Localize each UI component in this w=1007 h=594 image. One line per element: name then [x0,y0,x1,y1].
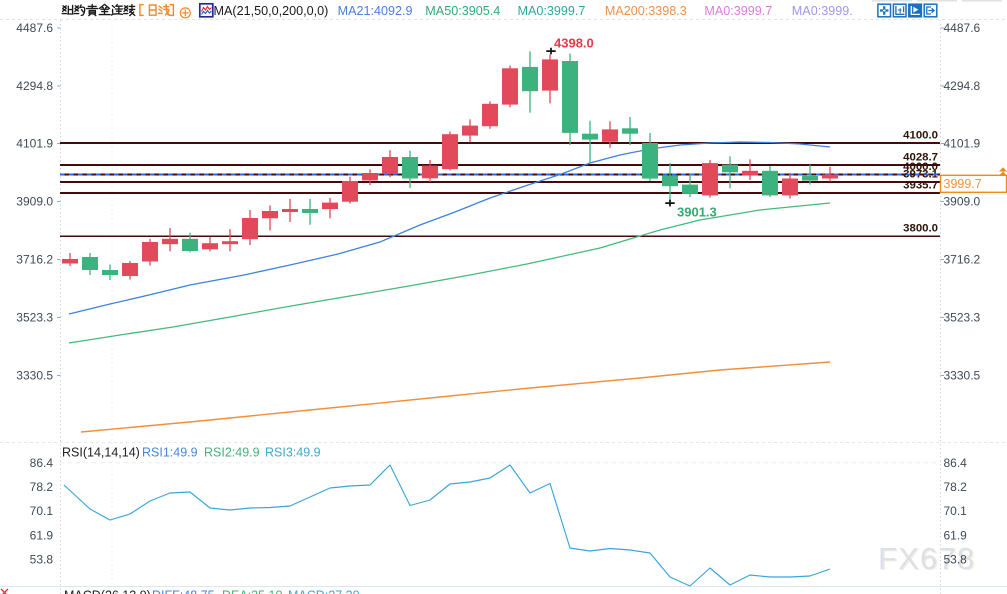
svg-text:53.8: 53.8 [944,553,968,567]
svg-text:3909.0: 3909.0 [16,195,53,209]
svg-text:3999.7: 3999.7 [944,177,982,191]
svg-text:61.9: 61.9 [944,529,968,543]
svg-text:70.1: 70.1 [30,504,54,518]
svg-text:MA0:3999.7: MA0:3999.7 [518,4,586,18]
svg-text:3800.0: 3800.0 [903,223,938,235]
svg-text:4294.8: 4294.8 [16,79,53,93]
svg-text:3330.5: 3330.5 [944,369,981,383]
svg-text:78.2: 78.2 [30,480,54,494]
svg-text:MA21:4092.9: MA21:4092.9 [338,4,413,18]
svg-text:4100.0: 4100.0 [903,129,938,141]
svg-text:MACD(26,12,9): MACD(26,12,9) [64,589,151,594]
svg-text:61.9: 61.9 [30,529,54,543]
svg-text:4000.0: 4000.0 [903,161,938,173]
svg-text:3716.2: 3716.2 [944,253,981,267]
svg-text:3901.3: 3901.3 [677,205,717,220]
svg-text:MA50:3905.4: MA50:3905.4 [425,4,500,18]
svg-text:78.2: 78.2 [944,480,968,494]
svg-text:MA0:3999.7: MA0:3999.7 [704,4,772,18]
svg-text:RSI2:49.9: RSI2:49.9 [204,446,260,460]
svg-text:70.1: 70.1 [944,504,968,518]
svg-text:86.4: 86.4 [30,456,54,470]
svg-text:3523.3: 3523.3 [16,311,53,325]
svg-text:FX678: FX678 [878,541,975,576]
svg-text:4398.0: 4398.0 [554,36,594,51]
svg-text:86.4: 86.4 [944,456,968,470]
svg-text:RSI1:49.9: RSI1:49.9 [142,446,198,460]
svg-text:RSI(14,14,14): RSI(14,14,14) [62,446,140,460]
svg-text:4294.8: 4294.8 [944,79,981,93]
svg-text:4101.9: 4101.9 [16,137,53,151]
svg-text:3330.5: 3330.5 [16,369,53,383]
svg-text:3909.0: 3909.0 [944,195,981,209]
svg-text:DIFF:48.75: DIFF:48.75 [152,589,215,594]
svg-text:FX678: FX678 [880,542,977,577]
svg-text:53.8: 53.8 [30,553,54,567]
svg-text:3935.7: 3935.7 [903,179,938,191]
svg-text:MA0:3999.: MA0:3999. [792,4,853,18]
svg-text:MA(21,50,0,200,0,0): MA(21,50,0,200,0,0) [214,4,329,18]
svg-text:3523.3: 3523.3 [944,311,981,325]
svg-text:3716.2: 3716.2 [16,253,53,267]
svg-text:DEA:35.10: DEA:35.10 [222,589,283,594]
svg-text:RSI3:49.9: RSI3:49.9 [265,446,321,460]
svg-text:3973.1: 3973.1 [903,168,939,180]
svg-text:4487.6: 4487.6 [944,21,981,35]
svg-text:4101.9: 4101.9 [944,137,981,151]
svg-text:MA200:3398.3: MA200:3398.3 [605,4,687,18]
svg-text:4028.7: 4028.7 [903,151,938,163]
svg-text:4487.6: 4487.6 [16,21,53,35]
svg-text:MACD:27.30: MACD:27.30 [288,589,360,594]
